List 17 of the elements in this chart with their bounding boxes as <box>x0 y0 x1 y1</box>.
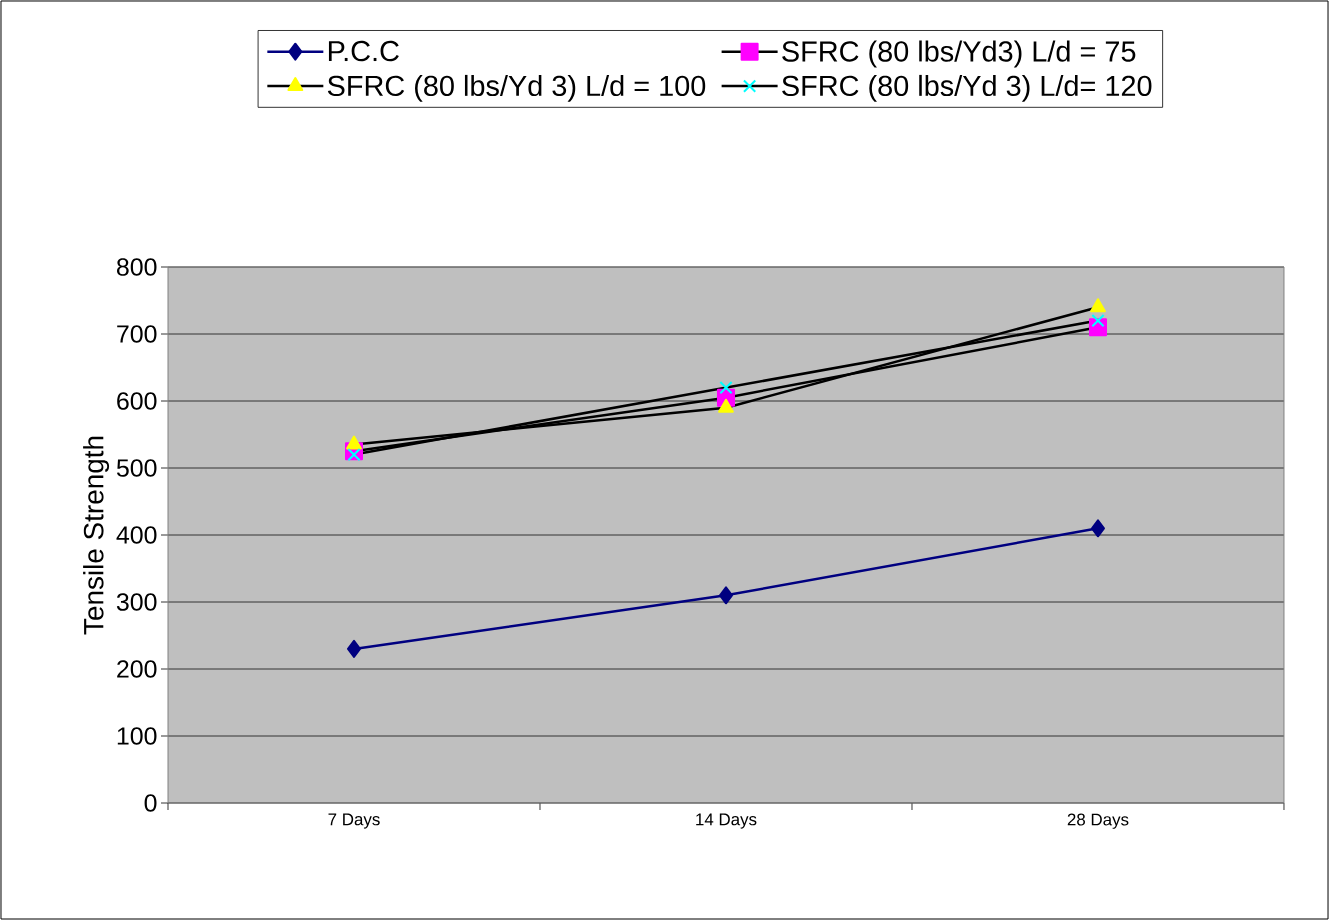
x-tick-label: 28 Days <box>1067 813 1129 829</box>
y-axis-title: Tensile Strength <box>83 436 110 635</box>
legend-label: SFRC (80 lbs/Yd3) L/d = 75 <box>782 40 1136 68</box>
legend-label: SFRC (80 lbs/Yd 3) L/d = 100 <box>327 74 706 102</box>
y-tick-label: 400 <box>116 526 157 544</box>
x-tick-label: 14 Days <box>696 813 757 829</box>
x-tick-label: 7 Days <box>328 813 380 829</box>
y-tick-label: 600 <box>117 392 157 410</box>
legend-label: SFRC (80 lbs/Yd 3) L/d= 120 <box>782 74 1152 102</box>
y-tick-label: 200 <box>117 660 157 678</box>
y-tick-label: 0 <box>144 794 157 812</box>
y-tick-label: 100 <box>117 727 157 745</box>
legend-label: P.C.C <box>328 40 399 62</box>
y-tick-label: 700 <box>117 325 157 343</box>
y-tick-label: 300 <box>116 593 157 611</box>
y-tick-label: 800 <box>117 258 157 276</box>
y-tick-label: 500 <box>116 459 157 477</box>
